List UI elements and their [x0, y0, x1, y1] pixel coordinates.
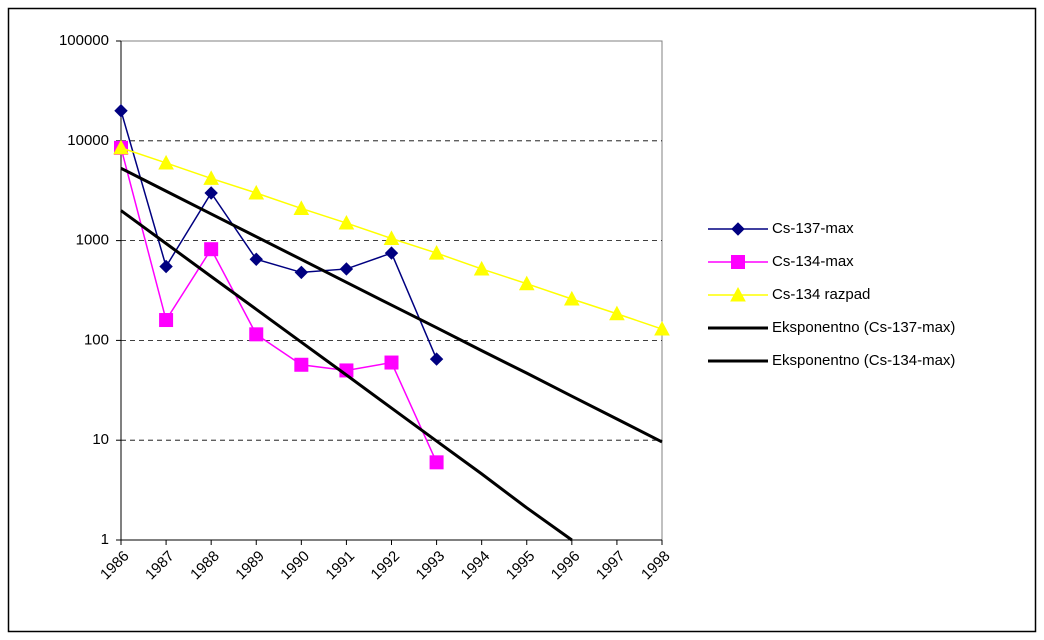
marker: [249, 252, 263, 266]
series-line: [120, 166, 663, 444]
y-tick-label: 1: [101, 531, 109, 548]
marker: [159, 313, 174, 328]
marker: [518, 275, 535, 291]
series-line: [120, 209, 573, 542]
marker: [654, 320, 670, 336]
marker: [113, 139, 129, 155]
series-line: [120, 110, 438, 360]
plot-area: [120, 40, 663, 541]
marker: [339, 262, 354, 276]
series-line: [120, 147, 438, 463]
marker: [429, 352, 444, 366]
legend-label: Cs-134 razpad: [772, 286, 870, 303]
marker: [473, 260, 490, 276]
marker: [204, 242, 219, 257]
marker: [428, 245, 445, 260]
marker: [158, 154, 174, 170]
marker: [249, 327, 264, 342]
marker: [731, 255, 745, 269]
marker: [248, 184, 265, 200]
y-tick-label: 100: [84, 331, 109, 348]
marker: [383, 230, 400, 245]
marker: [294, 265, 309, 280]
legend-label: Eksponentno (Cs-137-max): [772, 319, 955, 336]
y-tick-label: 1000: [76, 232, 109, 249]
y-tick-label: 10: [92, 431, 109, 448]
marker: [563, 290, 580, 306]
marker: [384, 246, 399, 260]
marker: [294, 357, 309, 372]
legend-label: Cs-134-max: [772, 253, 854, 270]
marker: [384, 355, 399, 370]
legend-label: Eksponentno (Cs-134-max): [772, 352, 955, 369]
marker: [293, 200, 310, 215]
marker: [203, 170, 220, 185]
marker: [730, 286, 746, 302]
marker: [609, 305, 625, 321]
legend-label: Cs-137-max: [772, 220, 854, 237]
marker: [338, 214, 355, 230]
marker: [114, 104, 128, 118]
marker: [731, 222, 745, 236]
y-tick-label: 10000: [67, 132, 109, 149]
marker: [429, 455, 444, 470]
marker: [159, 259, 173, 274]
marker: [204, 186, 218, 200]
y-tick-label: 100000: [59, 32, 109, 49]
